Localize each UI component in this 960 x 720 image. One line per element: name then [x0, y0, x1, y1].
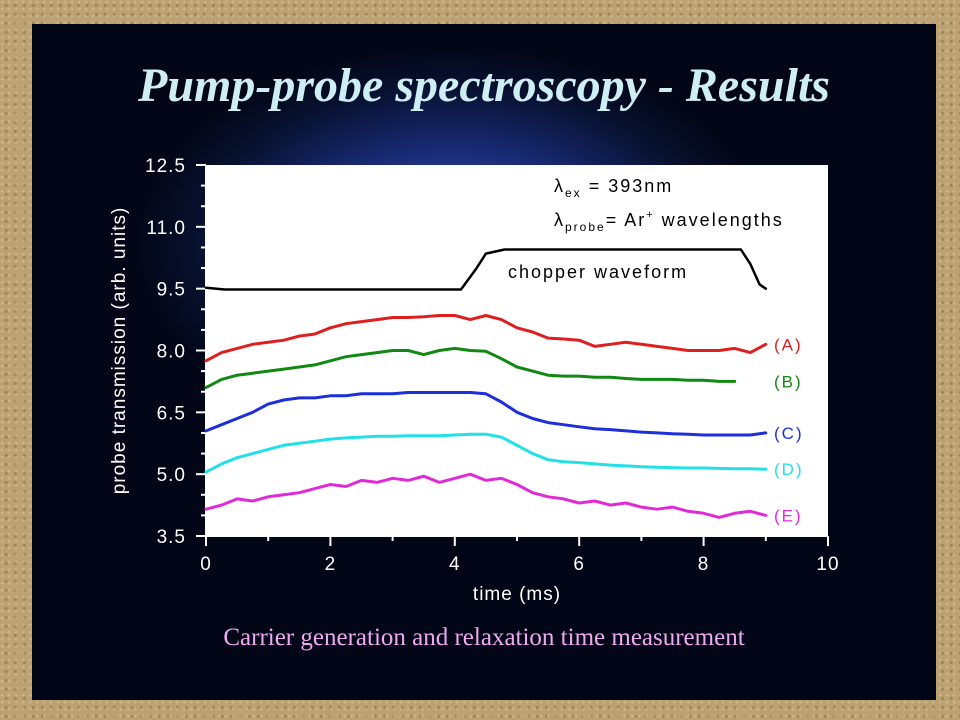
lambda-symbol: λ: [554, 176, 565, 196]
series-line-a: [204, 314, 768, 363]
y-tick-label: 5.0: [157, 465, 186, 486]
series-line-d: [204, 432, 768, 474]
ex-subscript: ex: [565, 186, 582, 200]
x-tick-label: 0: [200, 554, 212, 575]
slide-caption: Carrier generation and relaxation time m…: [223, 624, 745, 651]
series-lines: [204, 248, 768, 519]
probe-value-prefix: = Ar: [606, 210, 647, 230]
line-chart: 3.5 5.0 6.5 8.0 9.5 11.0 12.5 0 2 4 6 8 10 (A) (B) (C)…: [109, 156, 839, 605]
x-axis-title: time (ms): [473, 584, 561, 605]
y-tick-label: 9.5: [157, 280, 186, 301]
y-tick-label: 6.5: [157, 403, 186, 424]
y-tick-label: 8.0: [157, 342, 186, 363]
series-label-e: (E): [774, 506, 803, 525]
axis-ticks: 3.5 5.0 6.5 8.0 9.5 11.0 12.5 0 2 4 6 8 10: [145, 156, 839, 575]
excitation-annotation: λex = 393nm: [554, 176, 673, 200]
series-line-c: [204, 391, 768, 437]
probe-value-suffix: wavelengths: [655, 210, 784, 230]
series-label-a: (A): [774, 335, 803, 354]
x-tick-label: 10: [816, 554, 839, 575]
slide-title: Pump-probe spectroscopy - Results: [138, 59, 830, 112]
excitation-value: = 393nm: [582, 176, 674, 196]
x-tick-label: 6: [573, 554, 585, 575]
x-tick-label: 2: [325, 554, 337, 575]
series-labels: (A) (B) (C) (D) (E): [774, 335, 804, 525]
probe-annotation: λprobe= Ar+ wavelengths: [554, 209, 784, 234]
series-label-c: (C): [774, 424, 804, 443]
series-line-e: [204, 472, 768, 519]
svg-text:λprobe= Ar+ wavelengths: λprobe= Ar+ wavelengths: [554, 209, 784, 234]
series-line-chopper-waveform: [204, 248, 768, 291]
series-label-b: (B): [774, 372, 803, 391]
y-tick-label: 12.5: [145, 156, 186, 177]
series-line-b: [204, 346, 737, 390]
y-tick-label: 11.0: [146, 218, 186, 239]
x-tick-label: 4: [449, 554, 461, 575]
slide: Pump-probe spectroscopy - Results 3.5 5.0…: [32, 24, 936, 700]
series-label-d: (D): [774, 460, 804, 479]
y-tick-label: 3.5: [157, 527, 186, 548]
svg-text:λex = 393nm: λex = 393nm: [554, 176, 673, 200]
probe-subscript: probe: [565, 220, 606, 234]
x-tick-label: 8: [698, 554, 710, 575]
lambda-symbol: λ: [554, 210, 565, 230]
chopper-annotation: chopper waveform: [508, 262, 688, 282]
plus-superscript: +: [646, 209, 654, 221]
y-axis-title: probe transmission (arb. units): [109, 207, 130, 495]
